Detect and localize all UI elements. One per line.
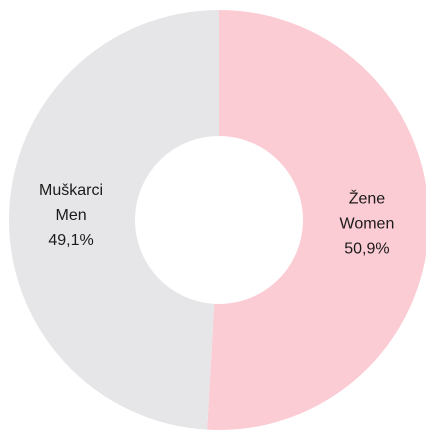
slice-label-translation: Men [55, 207, 86, 224]
slice-value-label: 49,1% [48, 232, 93, 249]
slice-value-label: 50,9% [344, 240, 389, 257]
slice-label: Muškarci [39, 182, 103, 199]
slice-label-translation: Women [340, 215, 395, 232]
donut-slice [207, 10, 426, 430]
slice-label: Žene [349, 188, 386, 207]
donut-slice [8, 10, 219, 430]
